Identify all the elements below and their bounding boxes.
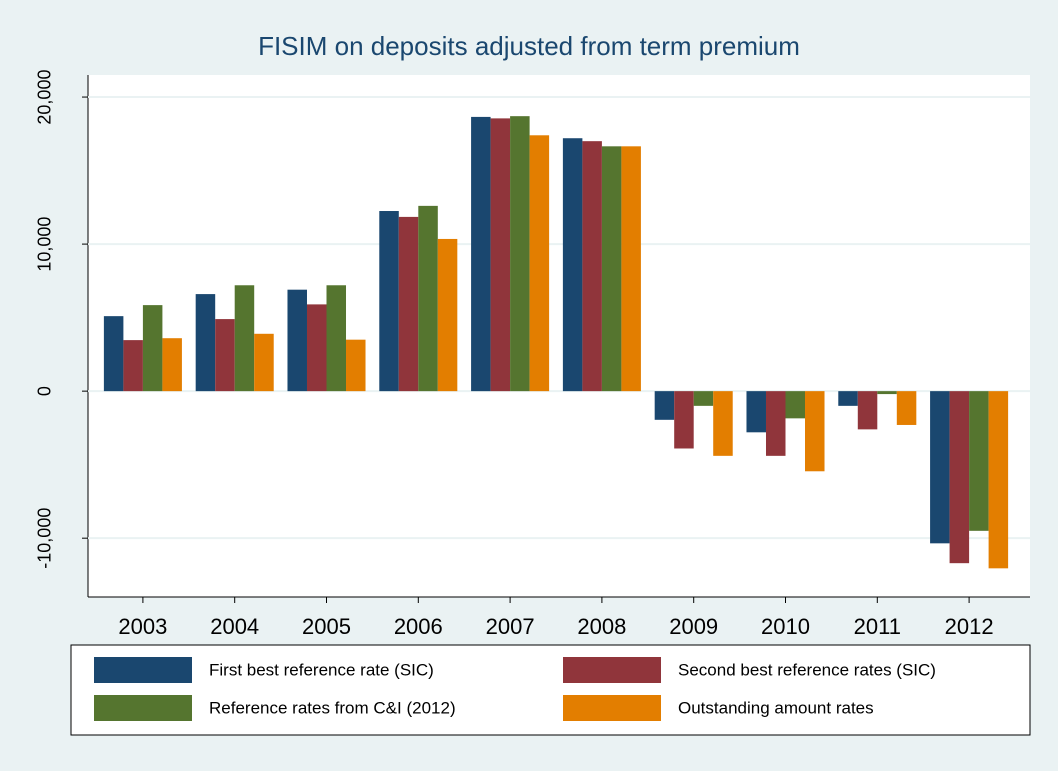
legend-label: First best reference rate (SIC) xyxy=(209,660,434,679)
bar xyxy=(582,141,602,392)
chart-title: FISIM on deposits adjusted from term pre… xyxy=(258,31,800,61)
bar xyxy=(471,116,491,392)
bar xyxy=(654,391,675,420)
y-tick-label: 0 xyxy=(35,386,55,396)
bar xyxy=(988,391,1009,569)
bar xyxy=(969,391,989,531)
x-tick-label: 2011 xyxy=(854,614,901,639)
bar xyxy=(510,116,530,392)
bar xyxy=(234,285,255,392)
bar xyxy=(142,305,163,392)
bar xyxy=(838,391,858,406)
bar xyxy=(418,205,438,392)
bar xyxy=(693,391,714,406)
bar xyxy=(746,391,766,433)
x-tick-label: 2003 xyxy=(118,614,167,639)
bar xyxy=(346,339,366,392)
bar xyxy=(254,333,274,392)
bar xyxy=(857,391,878,430)
bar xyxy=(287,289,307,392)
bar xyxy=(877,391,897,395)
bar xyxy=(398,216,419,392)
x-tick-label: 2005 xyxy=(302,614,351,639)
bar xyxy=(326,285,347,392)
legend-swatch xyxy=(94,657,192,683)
bar xyxy=(896,391,917,425)
bar xyxy=(529,135,550,392)
y-tick-label: 20,000 xyxy=(35,70,55,125)
bar xyxy=(601,146,622,392)
x-tick-label: 2004 xyxy=(210,614,259,639)
legend-swatch xyxy=(563,657,661,683)
x-tick-label: 2010 xyxy=(761,614,810,639)
y-tick-label: -10,000 xyxy=(35,508,55,569)
bar xyxy=(162,338,182,392)
bar xyxy=(195,294,216,392)
bar xyxy=(930,391,950,544)
bar xyxy=(805,391,825,472)
bar xyxy=(379,211,399,392)
x-tick-label: 2006 xyxy=(394,614,443,639)
bar xyxy=(437,238,458,392)
bar xyxy=(621,146,641,392)
bar xyxy=(562,138,583,392)
bar xyxy=(949,391,970,564)
bar xyxy=(306,304,327,392)
bar xyxy=(674,391,694,449)
bar xyxy=(713,391,733,456)
x-tick-label: 2012 xyxy=(945,614,994,639)
legend-swatch xyxy=(94,695,192,721)
bar xyxy=(215,319,235,392)
bar xyxy=(785,391,806,419)
bar xyxy=(765,391,786,456)
legend-label: Second best reference rates (SIC) xyxy=(678,660,936,679)
bar xyxy=(123,340,143,392)
x-tick-label: 2009 xyxy=(669,614,718,639)
legend xyxy=(70,644,1031,736)
y-tick-label: 10,000 xyxy=(35,217,55,272)
legend-swatch xyxy=(563,695,661,721)
legend-label: Reference rates from C&I (2012) xyxy=(209,698,456,717)
x-tick-label: 2008 xyxy=(577,614,626,639)
x-tick-label: 2007 xyxy=(486,614,535,639)
bar xyxy=(103,316,124,392)
bar xyxy=(490,118,511,392)
legend-label: Outstanding amount rates xyxy=(678,698,874,717)
